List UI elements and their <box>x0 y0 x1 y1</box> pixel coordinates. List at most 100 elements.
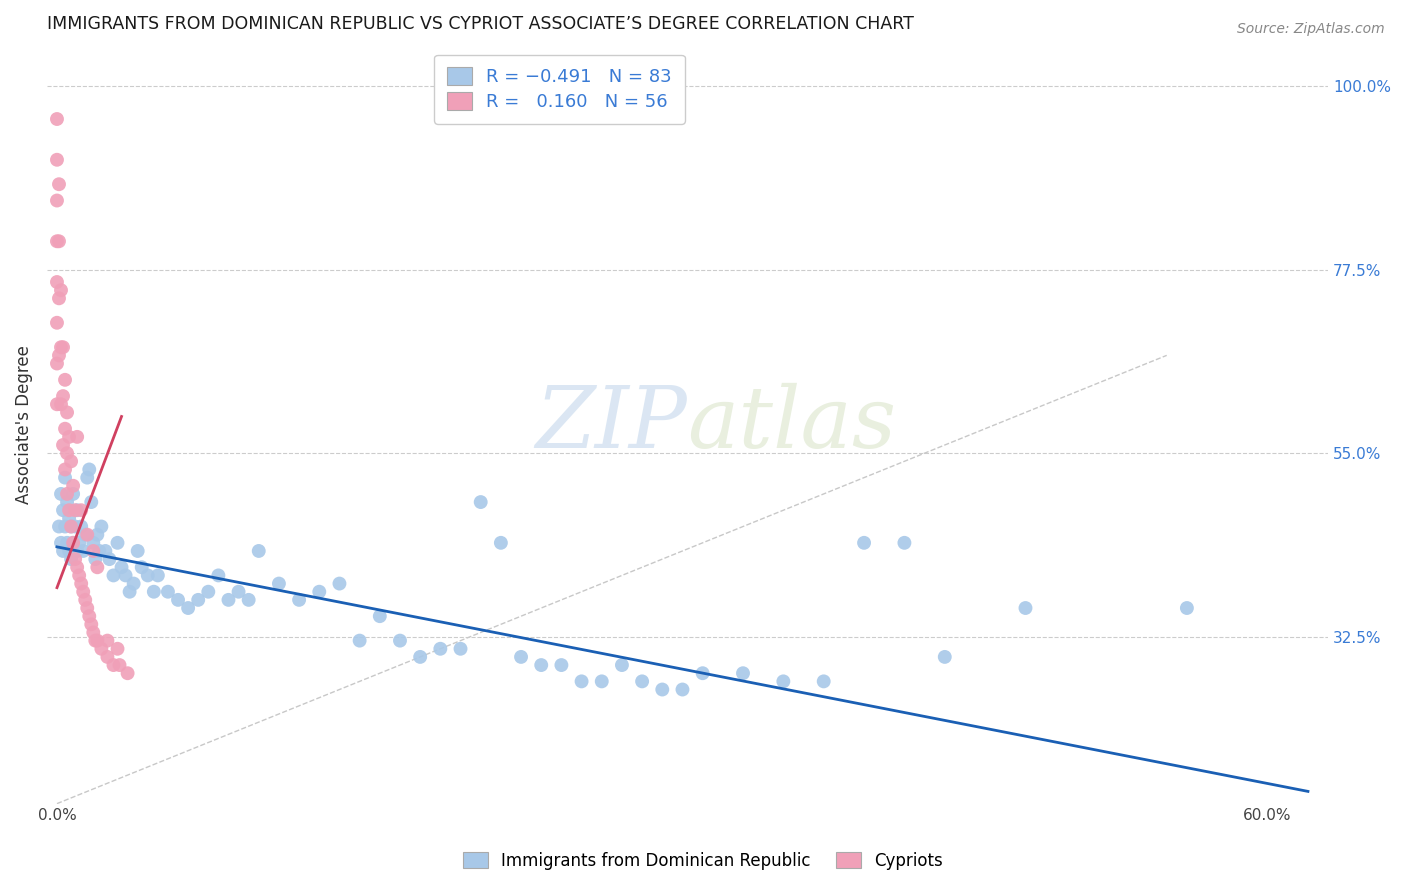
Point <box>86 560 108 574</box>
Point <box>86 527 108 541</box>
Point <box>197 584 219 599</box>
Point <box>48 348 70 362</box>
Point <box>70 519 93 533</box>
Point <box>108 658 131 673</box>
Point <box>218 592 240 607</box>
Point <box>131 560 153 574</box>
Point <box>63 552 86 566</box>
Point <box>84 633 107 648</box>
Point <box>46 194 69 208</box>
Point <box>58 430 80 444</box>
Point <box>49 340 72 354</box>
Point <box>177 601 200 615</box>
Point <box>52 438 75 452</box>
Point <box>66 560 89 574</box>
Point <box>72 584 94 599</box>
Point <box>53 462 76 476</box>
Point <box>56 446 79 460</box>
Point <box>107 536 129 550</box>
Point <box>103 658 125 673</box>
Point <box>60 519 83 533</box>
Point <box>429 641 451 656</box>
Point <box>247 544 270 558</box>
Point <box>89 544 111 558</box>
Legend: Immigrants from Dominican Republic, Cypriots: Immigrants from Dominican Republic, Cypr… <box>457 846 949 877</box>
Text: IMMIGRANTS FROM DOMINICAN REPUBLIC VS CYPRIOT ASSOCIATE’S DEGREE CORRELATION CHA: IMMIGRANTS FROM DOMINICAN REPUBLIC VS CY… <box>46 15 914 33</box>
Point <box>46 357 69 371</box>
Point <box>75 592 97 607</box>
Point <box>56 487 79 501</box>
Point <box>56 405 79 419</box>
Point <box>388 633 411 648</box>
Point <box>72 544 94 558</box>
Text: Source: ZipAtlas.com: Source: ZipAtlas.com <box>1237 22 1385 37</box>
Point <box>53 470 76 484</box>
Point <box>82 544 104 558</box>
Point <box>70 503 93 517</box>
Point <box>98 552 121 566</box>
Point <box>53 422 76 436</box>
Point <box>450 641 472 656</box>
Point <box>49 283 72 297</box>
Point <box>66 544 89 558</box>
Point <box>46 153 69 167</box>
Point <box>631 674 654 689</box>
Point <box>368 609 391 624</box>
Point <box>67 568 90 582</box>
Point <box>48 178 70 192</box>
Point <box>77 609 100 624</box>
Point <box>136 568 159 582</box>
Point <box>813 674 835 689</box>
Point <box>82 625 104 640</box>
Point <box>571 674 593 689</box>
Point <box>76 527 98 541</box>
Point <box>610 658 633 673</box>
Point <box>56 536 79 550</box>
Point <box>288 592 311 607</box>
Point <box>48 234 70 248</box>
Point <box>328 576 350 591</box>
Point <box>76 601 98 615</box>
Point <box>591 674 613 689</box>
Point <box>46 316 69 330</box>
Point <box>267 576 290 591</box>
Point <box>63 519 86 533</box>
Point <box>187 592 209 607</box>
Point <box>76 470 98 484</box>
Point <box>489 536 512 550</box>
Point <box>409 649 432 664</box>
Point <box>651 682 673 697</box>
Point <box>80 617 103 632</box>
Point <box>114 568 136 582</box>
Point <box>96 649 118 664</box>
Point <box>67 536 90 550</box>
Point <box>66 503 89 517</box>
Point <box>118 584 141 599</box>
Point <box>46 112 69 126</box>
Point <box>731 666 754 681</box>
Text: atlas: atlas <box>688 384 897 466</box>
Point <box>90 519 112 533</box>
Point <box>238 592 260 607</box>
Point <box>146 568 169 582</box>
Point <box>308 584 330 599</box>
Point <box>70 576 93 591</box>
Point <box>80 495 103 509</box>
Point <box>48 519 70 533</box>
Point <box>52 503 75 517</box>
Point <box>349 633 371 648</box>
Point <box>853 536 876 550</box>
Point <box>127 544 149 558</box>
Point <box>84 552 107 566</box>
Point <box>207 568 229 582</box>
Point <box>122 576 145 591</box>
Point <box>46 275 69 289</box>
Point <box>550 658 572 673</box>
Point <box>58 544 80 558</box>
Point <box>156 584 179 599</box>
Point <box>893 536 915 550</box>
Point <box>530 658 553 673</box>
Point <box>52 389 75 403</box>
Point <box>48 291 70 305</box>
Point <box>671 682 693 697</box>
